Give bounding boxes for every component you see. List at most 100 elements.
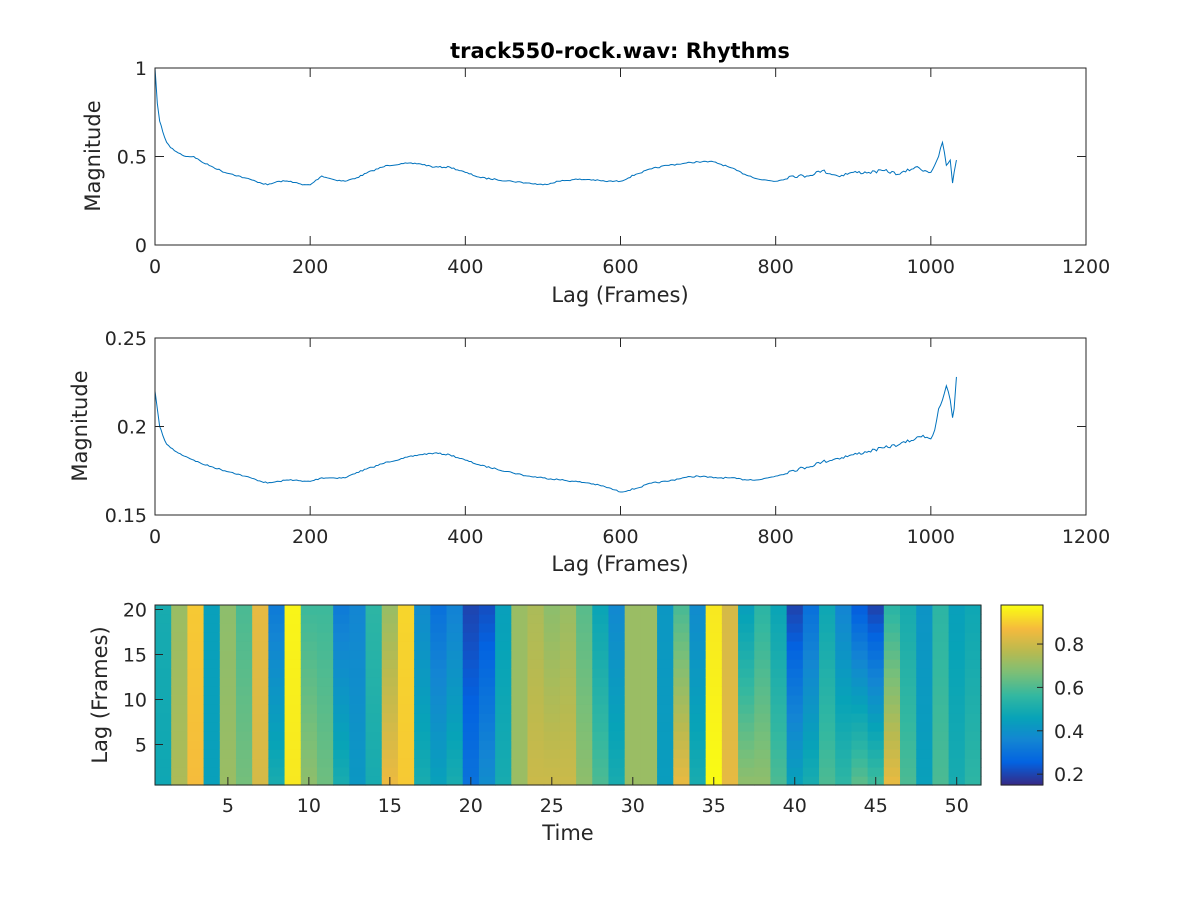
colorbar-step [1001,675,1043,678]
heatmap-cell [235,605,253,615]
heatmap-cell [316,713,334,723]
heatmap-cell [559,758,577,768]
heatmap-cell [624,677,642,687]
heatmap-cell [511,641,529,651]
heatmap-cell [365,767,383,777]
colorbar-step [1001,701,1043,704]
heatmap-cell [867,632,885,642]
heatmap-cell [689,605,707,615]
heatmap-cell [770,758,788,768]
plot1-axes-background [155,68,1086,245]
heatmap-cell [932,776,950,786]
heatmap-cell [851,713,869,723]
colorbar-step [1001,693,1043,696]
heatmap-cell [754,668,772,678]
heatmap-cell [414,731,431,741]
heatmap-cell [268,740,286,750]
heatmap-cell [252,686,269,696]
heatmap-cell [446,776,464,786]
colorbar-step [1001,657,1043,660]
heatmap-cell [932,686,950,696]
heatmap-cell [171,641,188,651]
heatmap-cell [430,704,448,714]
heatmap-cell [430,668,448,678]
heatmap-cell [333,731,350,741]
heatmap-cell [155,659,172,669]
heatmap-cell [268,704,286,714]
heatmap-cell [430,713,448,723]
plot3-ticks: 5 10 15 20 25 30 35 40 45 50 5 10 15 20 [123,600,969,818]
heatmap-cell [171,713,188,723]
heatmap-cell [511,758,529,768]
heatmap-cell [916,686,934,696]
colorbar-step [1001,709,1043,712]
heatmap-cell [511,632,529,642]
heatmap-cell [867,623,885,633]
heatmap-cell [964,722,982,732]
heatmap-cell [430,614,448,624]
colorbar-step [1001,743,1043,746]
heatmap-cell [867,695,885,705]
colorbar-step [1001,725,1043,728]
colorbar-step [1001,719,1043,722]
heatmap-cell [592,749,610,759]
heatmap-cell [835,776,853,786]
heatmap-cell [381,641,399,651]
heatmap-cell [397,704,415,714]
heatmap-cell [495,758,512,768]
heatmap-cell [268,731,286,741]
heatmap-cell [462,623,480,633]
heatmap-cell [673,659,691,669]
heatmap-cell [883,659,901,669]
heatmap-cell [786,650,804,660]
heatmap-cell [592,776,610,786]
heatmap-cell [705,713,723,723]
plot1-series-line [154,67,957,186]
heatmap-cell [284,758,302,768]
heatmap-cell [624,758,642,768]
colorbar-step [1001,611,1043,614]
heatmap-cell [932,767,950,777]
heatmap-cell [608,731,626,741]
heatmap-cell [705,731,723,741]
heatmap-cell [268,758,286,768]
heatmap-cell [397,605,415,615]
heatmap-cell [543,758,561,768]
colorbar-step [1001,609,1043,612]
heatmap-cell [478,695,496,705]
colorbar-step [1001,625,1043,628]
heatmap-cell [721,623,739,633]
heatmap-cell [948,686,966,696]
heatmap-cell [543,632,561,642]
heatmap-cell [414,677,431,687]
heatmap-cell [252,668,269,678]
colorbar-step [1001,763,1043,766]
heatmap-cell [640,758,658,768]
heatmap-cell [268,767,286,777]
heatmap-cell [543,686,561,696]
heatmap-cell [511,722,529,732]
heatmap-cell [543,704,561,714]
heatmap-cell [462,668,480,678]
heatmap-cell [187,704,205,714]
heatmap-cell [932,758,950,768]
heatmap-xtick-label: 10 [297,795,321,817]
heatmap-cell [657,614,674,624]
heatmap-cell [381,632,399,642]
heatmap-cell [284,605,302,615]
heatmap-cell [883,695,901,705]
heatmap-cell [883,713,901,723]
heatmap-cell [770,749,788,759]
heatmap-cell [786,668,804,678]
heatmap-cell [819,668,836,678]
heatmap-cell [495,713,512,723]
heatmap-cell [932,641,950,651]
colorbar-step [1001,669,1043,672]
colorbar-step [1001,663,1043,666]
heatmap-cell [511,704,529,714]
heatmap-cell [608,659,626,669]
heatmap-cell [187,623,205,633]
heatmap-cell [446,731,464,741]
colorbar-step [1001,715,1043,718]
heatmap-cell [478,659,496,669]
